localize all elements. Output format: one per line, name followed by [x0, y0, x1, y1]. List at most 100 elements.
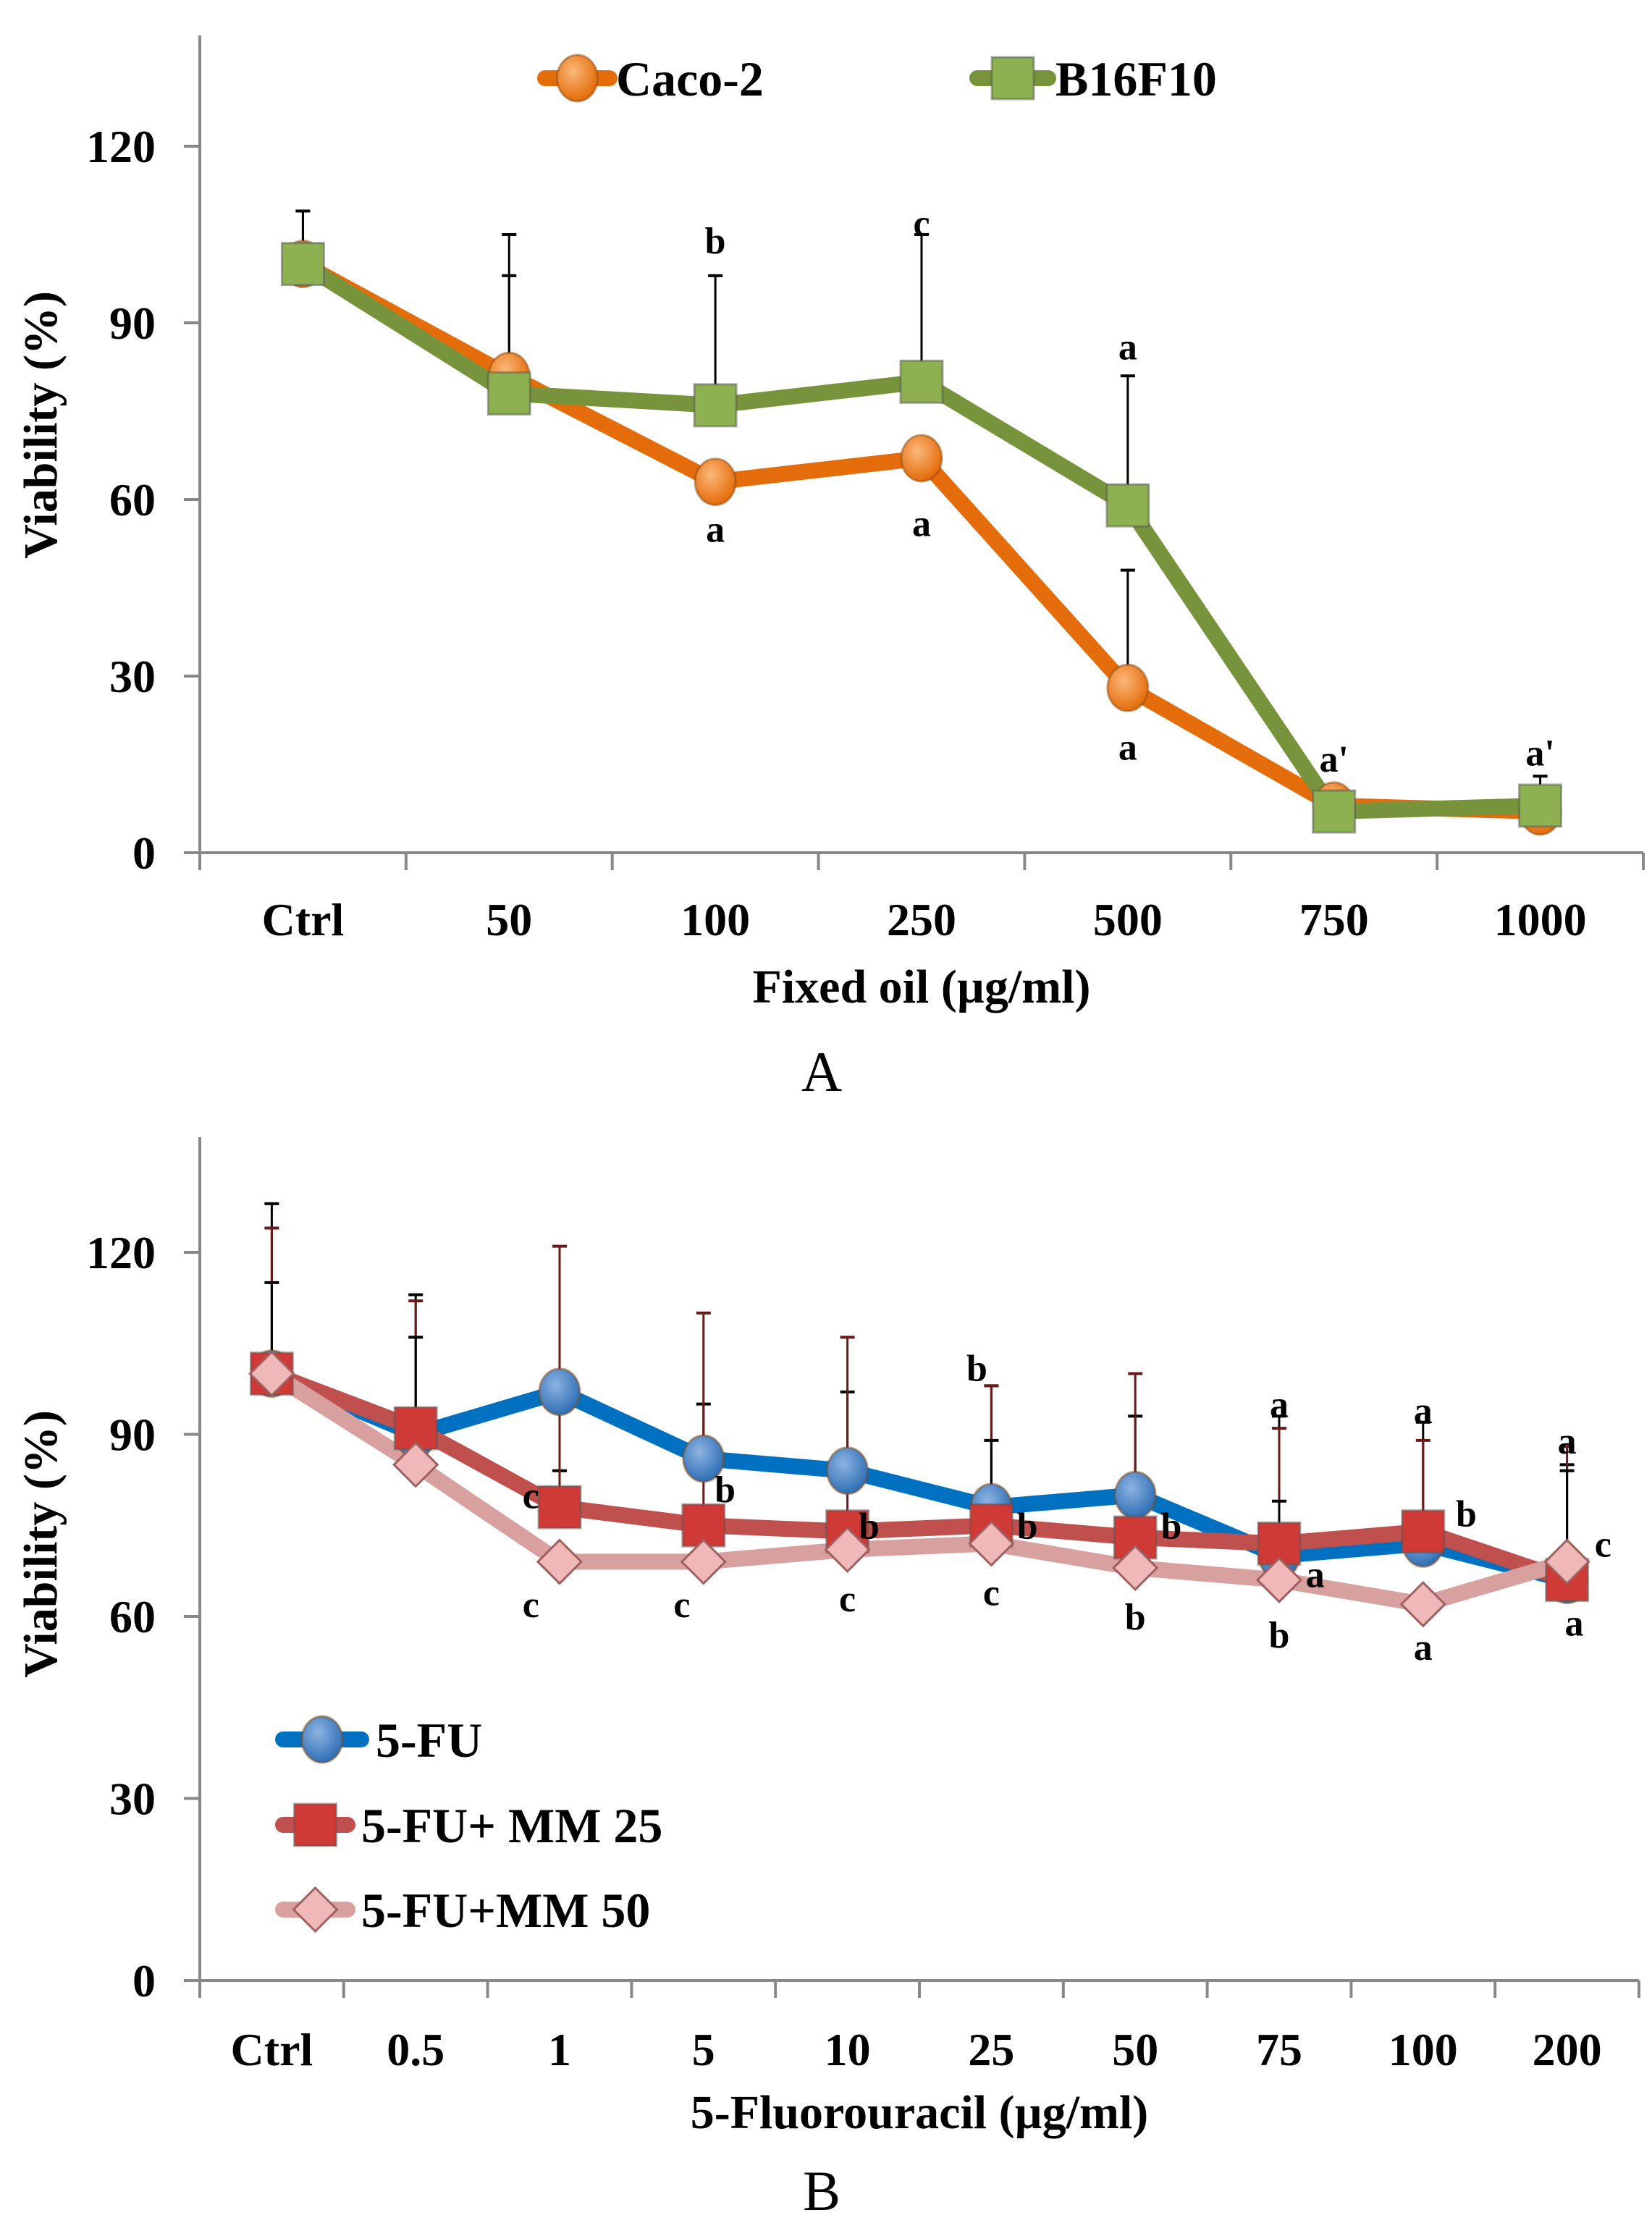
- chart-panel-a: 0 30 60 90 120 Ctrl 50 100 250 500 750 1000 Fixed oi…: [14, 35, 1645, 1103]
- significance-letter: b: [859, 1506, 880, 1547]
- significance-letter: a: [1118, 327, 1137, 368]
- data-point-5-fu-mm-50: [680, 1538, 727, 1585]
- legend-marker: [990, 56, 1035, 101]
- data-point-5-fu-mm-50: [536, 1538, 583, 1585]
- significance-letter: a: [1270, 1385, 1289, 1426]
- panel-label: B: [803, 2159, 840, 2222]
- legend-label: 5-FU+MM 50: [361, 1883, 650, 1938]
- data-point-5-fu-mm-50: [824, 1526, 871, 1573]
- significance-letter: a: [1558, 1421, 1577, 1462]
- significance-letter: a': [1319, 739, 1348, 780]
- x-tick-label: 75: [1256, 2024, 1302, 2075]
- y-tick-label: 0: [132, 1955, 156, 2007]
- x-tick-label: 500: [1093, 894, 1163, 945]
- x-tick-label: 750: [1299, 894, 1369, 945]
- significance-letter: a': [1525, 733, 1554, 775]
- x-tick-label: 50: [486, 894, 532, 945]
- data-point-caco-2: [694, 457, 737, 507]
- y-axis-title: Viability (%): [14, 1410, 67, 1678]
- series-line-5-fu: [264, 1365, 1575, 1588]
- data-point-b16f10: [486, 371, 531, 416]
- series-line-5-fu-mm-25: [264, 1365, 1575, 1588]
- significance-letter: a: [1414, 1627, 1433, 1669]
- y-tick-label: 60: [109, 1591, 156, 1642]
- significance-letter: c: [523, 1585, 539, 1626]
- chart-panel-b: 0 30 60 90 120 Ctrl 0.5 1 5 10 25 50 75 100 200 5-Fluor…: [14, 1137, 1640, 2222]
- y-tick-label: 0: [132, 827, 156, 879]
- significance-letter: b: [966, 1348, 987, 1389]
- data-point-caco-2: [1106, 663, 1150, 712]
- legend-marker: [293, 1802, 337, 1847]
- y-tick-label: 90: [109, 298, 156, 349]
- data-point-b16f10: [1518, 783, 1563, 828]
- x-axis-title: 5-Fluorouracil (µg/ml): [691, 2086, 1149, 2139]
- x-tick-label: Ctrl: [231, 2024, 313, 2075]
- significance-letter: a: [1118, 727, 1137, 769]
- data-point-5-fu-mm-50: [968, 1520, 1015, 1567]
- data-point-5-fu: [1113, 1470, 1157, 1519]
- significance-letter: a: [1414, 1391, 1433, 1432]
- data-point-b16f10: [899, 359, 944, 404]
- significance-letter: a: [706, 510, 725, 551]
- x-tick-label: 200: [1533, 2024, 1602, 2075]
- y-tick-label: 60: [109, 474, 156, 526]
- data-point-5-fu-mm-25: [1401, 1509, 1446, 1554]
- legend-marker: [556, 54, 599, 103]
- legend-label: Caco-2: [616, 51, 764, 106]
- data-point-5-fu: [682, 1434, 725, 1483]
- significance-letter: c: [839, 1579, 856, 1620]
- y-tick-label: 30: [109, 1773, 156, 1825]
- legend-label: 5-FU: [376, 1713, 482, 1768]
- x-tick-label: Ctrl: [262, 894, 345, 945]
- series-line-5-fu-mm-50: [264, 1365, 1575, 1613]
- significance-letter: b: [705, 221, 726, 262]
- significance-letter: c: [1595, 1524, 1611, 1565]
- significance-letter: b: [1456, 1493, 1477, 1535]
- significance-letter: c: [673, 1585, 690, 1626]
- data-point-5-fu-mm-50: [248, 1350, 295, 1397]
- significance-letter: a: [912, 504, 931, 545]
- y-tick-label: 120: [86, 121, 156, 172]
- x-tick-label: 1: [548, 2024, 571, 2075]
- legend-label: 5-FU+ MM 25: [361, 1798, 662, 1853]
- x-axis-title: Fixed oil (µg/ml): [753, 961, 1091, 1013]
- data-point-b16f10: [1105, 483, 1150, 528]
- y-axis-title: Viability (%): [14, 291, 67, 559]
- x-tick-label: 10: [825, 2024, 871, 2075]
- data-point-5-fu-mm-50: [1399, 1581, 1446, 1628]
- data-point-5-fu-mm-50: [1255, 1556, 1303, 1603]
- x-tick-label: 0.5: [387, 2024, 444, 2075]
- data-point-b16f10: [693, 383, 738, 428]
- legend-marker: [292, 1886, 339, 1933]
- legend-marker: [300, 1715, 344, 1764]
- x-tick-label: 100: [1388, 2024, 1458, 2075]
- data-point-5-fu-mm-25: [537, 1485, 582, 1530]
- data-point-5-fu-mm-50: [1112, 1544, 1159, 1592]
- data-point-b16f10: [280, 242, 325, 287]
- significance-letter: b: [715, 1469, 736, 1511]
- significance-letter: a: [1565, 1603, 1584, 1644]
- y-tick-label: 120: [86, 1227, 156, 1278]
- data-point-b16f10: [1312, 789, 1357, 834]
- significance-letter: b: [1017, 1506, 1038, 1547]
- x-tick-label: 100: [680, 894, 750, 945]
- y-tick-label: 90: [109, 1409, 156, 1461]
- significance-letter: b: [1160, 1506, 1181, 1547]
- x-tick-label: 50: [1112, 2024, 1158, 2075]
- significance-letter: b: [1125, 1597, 1146, 1638]
- data-point-5-fu-mm-50: [1543, 1538, 1590, 1585]
- x-tick-label: 5: [692, 2024, 715, 2075]
- y-tick-label: 30: [109, 651, 156, 702]
- significance-letter: c: [913, 203, 930, 245]
- data-point-caco-2: [900, 434, 943, 483]
- x-tick-label: 250: [887, 894, 956, 945]
- significance-letter: c: [523, 1475, 539, 1517]
- significance-letter: c: [983, 1572, 1000, 1614]
- data-point-5-fu: [826, 1446, 869, 1496]
- panel-label: A: [801, 1040, 842, 1103]
- data-point-5-fu-mm-50: [392, 1441, 439, 1488]
- x-tick-label: 1000: [1494, 894, 1587, 945]
- data-point-5-fu: [538, 1367, 581, 1417]
- significance-letter: b: [1269, 1615, 1290, 1656]
